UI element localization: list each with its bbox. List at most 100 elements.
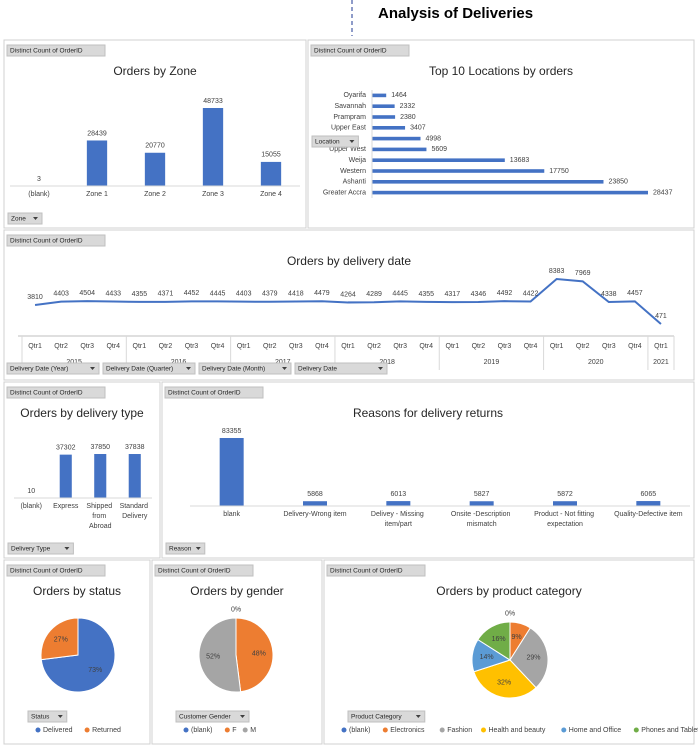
field-button[interactable] [7,212,43,225]
data-label: 4492 [497,290,513,297]
field-button-label: Distinct Count of OrderID [10,238,83,245]
field-button-label: Delivery Date (Quarter) [106,366,173,373]
category-label: Quality-Defective item [614,511,683,518]
group-label: 2019 [484,359,500,366]
category-label: Qtr1 [550,343,564,350]
field-button-label: Distinct Count of OrderID [10,568,83,575]
field-button-label: Delivery Date (Month) [202,366,265,373]
category-label: Qtr1 [237,343,251,350]
legend-swatch [183,727,189,733]
field-button[interactable] [311,135,359,148]
bar [372,126,406,130]
category-label: Qtr3 [185,343,199,350]
category-label: (blank) [21,503,42,510]
data-label: 5827 [474,491,490,498]
bar [372,158,505,162]
field-button[interactable] [294,362,388,375]
group-label: 2020 [588,359,604,366]
data-label: 4998 [426,135,442,142]
field-button [6,386,106,399]
category-label: Onsite -Description mismatch [451,511,512,528]
data-label: 7969 [575,270,591,277]
category-label: Greater Accra [323,189,366,196]
data-label: 4445 [210,290,226,297]
category-label: Upper East [331,125,366,132]
group-label: 2017 [275,359,291,366]
dropdown-arrow [282,367,287,370]
data-label: 27% [54,637,68,644]
bar [469,501,494,506]
field-button[interactable] [7,542,74,555]
bar [372,93,387,98]
legend-label: (blank) [349,727,370,734]
bar [219,438,244,506]
field-button [6,234,106,247]
chart-title: Orders by Zone [113,64,197,78]
data-label: 4338 [601,291,617,298]
data-label: 471 [655,313,667,320]
bar [303,501,327,506]
chart-title: Orders by status [33,584,121,598]
data-label: 4445 [392,290,408,297]
data-label: 32% [497,680,511,687]
dropdown-arrow [186,367,191,370]
legend-swatch [341,727,347,733]
category-label: Qtr1 [341,343,355,350]
data-label: 4433 [105,290,121,297]
legend-swatch [633,727,639,733]
chart-title: Orders by delivery date [287,254,411,268]
category-label: Qtr2 [159,343,173,350]
chart-title: Reasons for delivery returns [353,406,503,420]
chart-title: Top 10 Locations by orders [429,64,573,78]
category-label: Qtr3 [498,343,512,350]
legend-swatch [84,727,90,733]
category-label: Qtr2 [472,343,486,350]
dropdown-arrow [57,715,63,718]
field-button [6,564,106,577]
data-label: 4355 [132,291,148,298]
chart-title: Orders by delivery type [20,406,144,420]
field-button [164,386,264,399]
category-label: Qtr1 [28,343,42,350]
data-label: 4418 [288,290,304,297]
data-label: 5609 [431,146,447,153]
pie-slice [198,617,242,693]
field-button[interactable] [27,710,68,723]
field-button-label: Customer Gender [179,714,231,721]
data-label: 4403 [53,290,69,297]
legend-label: Health and beauty [489,727,546,734]
field-button[interactable] [198,362,292,375]
bar [202,108,224,186]
data-label: 4452 [184,290,200,297]
category-label: Qtr4 [628,343,642,350]
line [34,277,662,325]
field-button[interactable] [175,710,250,723]
field-button-label: Distinct Count of OrderID [158,568,231,575]
bar [372,180,604,184]
data-label: 4317 [445,291,461,298]
legend-label: Electronics [390,727,425,734]
data-label: 83355 [222,428,242,435]
field-button [310,44,410,57]
data-label: 4264 [340,291,356,298]
field-button[interactable] [165,542,206,555]
field-button[interactable] [347,710,426,723]
category-label: Qtr2 [263,343,277,350]
bar [372,104,395,108]
field-button[interactable] [6,362,100,375]
category-label: Delivery-Wrong item [283,511,346,518]
bar [372,115,396,119]
category-label: Oyarifa [343,92,366,99]
data-label: 29% [526,655,540,662]
category-label: blank [223,511,240,518]
field-button[interactable] [102,362,196,375]
data-label: 10 [27,488,35,495]
category-label: Ashanti [343,179,367,186]
data-label: 17750 [549,168,569,175]
data-label: 37850 [91,444,111,451]
bar [386,501,411,506]
category-label: Qtr3 [80,343,94,350]
data-label: 48733 [203,98,223,105]
panel [161,381,695,559]
category-label: Qtr3 [602,343,616,350]
